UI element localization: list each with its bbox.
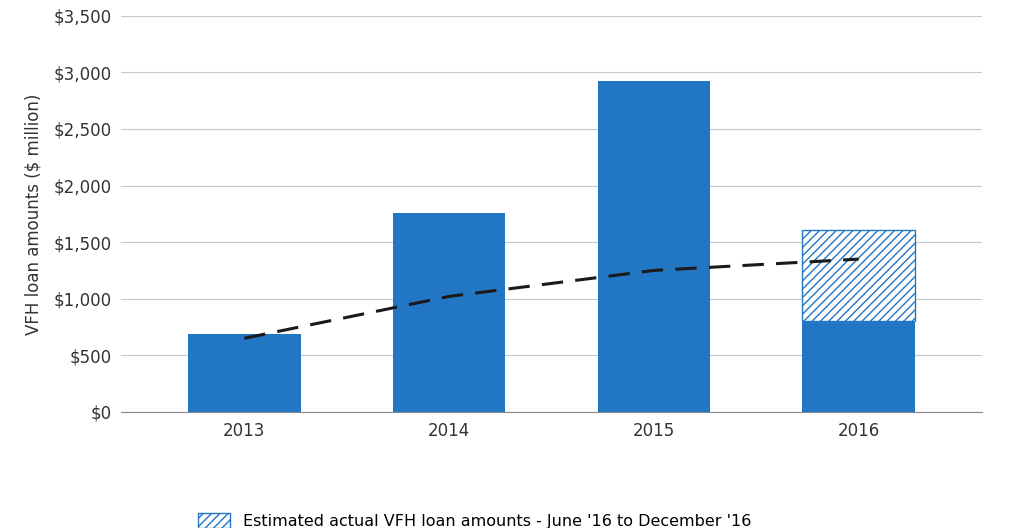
- Legend: Estimated actual VFH loan amounts - June '16 to December '16, Actual VFH loan am: Estimated actual VFH loan amounts - June…: [198, 513, 750, 528]
- Bar: [392, 213, 504, 412]
- Bar: [802, 230, 914, 322]
- Bar: [598, 81, 710, 412]
- Bar: [188, 334, 300, 412]
- Bar: [802, 322, 914, 412]
- Y-axis label: VFH loan amounts ($ million): VFH loan amounts ($ million): [24, 93, 42, 335]
